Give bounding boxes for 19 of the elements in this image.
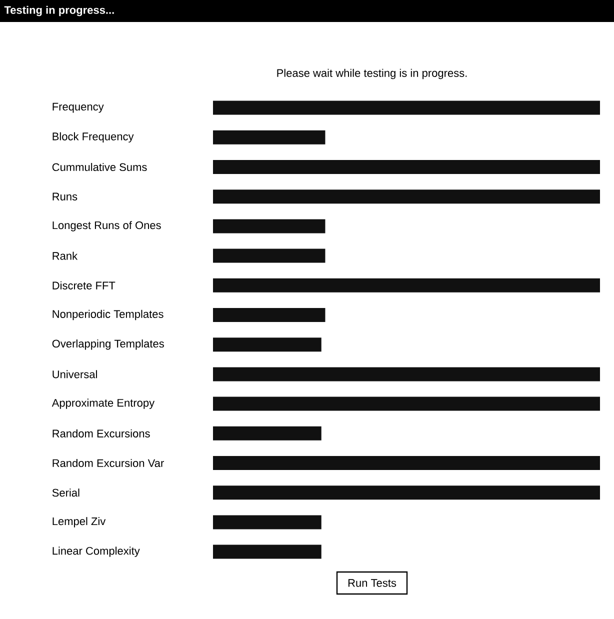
y-tick-label: Runs xyxy=(52,192,78,200)
y-tick-label: Rank xyxy=(52,252,78,260)
y-tick-label: Universal xyxy=(52,370,97,378)
text: Run Tests xyxy=(348,579,396,587)
y-tick-label: Random Excursion Var xyxy=(52,458,164,468)
y-tick-label: Longest Runs of Ones xyxy=(52,221,161,232)
y-tick-label: Cummulative Sums xyxy=(52,162,147,172)
y-tick-label: Lempel Ziv xyxy=(52,517,106,528)
y-tick-label: Block Frequency xyxy=(52,132,134,143)
y-tick-label: Linear Complexity xyxy=(52,546,140,557)
y-tick-label: Random Excursions xyxy=(52,429,150,438)
y-tick-label: Discrete FFT xyxy=(52,281,116,290)
y-tick-label: Nonperiodic Templates xyxy=(52,310,164,320)
text: Testing in progress... xyxy=(4,6,114,16)
y-tick-label: Frequency xyxy=(52,102,104,113)
y-tick-label: Serial xyxy=(52,488,80,497)
y-tick-label: Overlapping Templates xyxy=(52,339,164,350)
y-tick-label: Approximate Entropy xyxy=(52,398,155,409)
chart-subtitle: Please wait while testing is in progress. xyxy=(277,68,467,80)
